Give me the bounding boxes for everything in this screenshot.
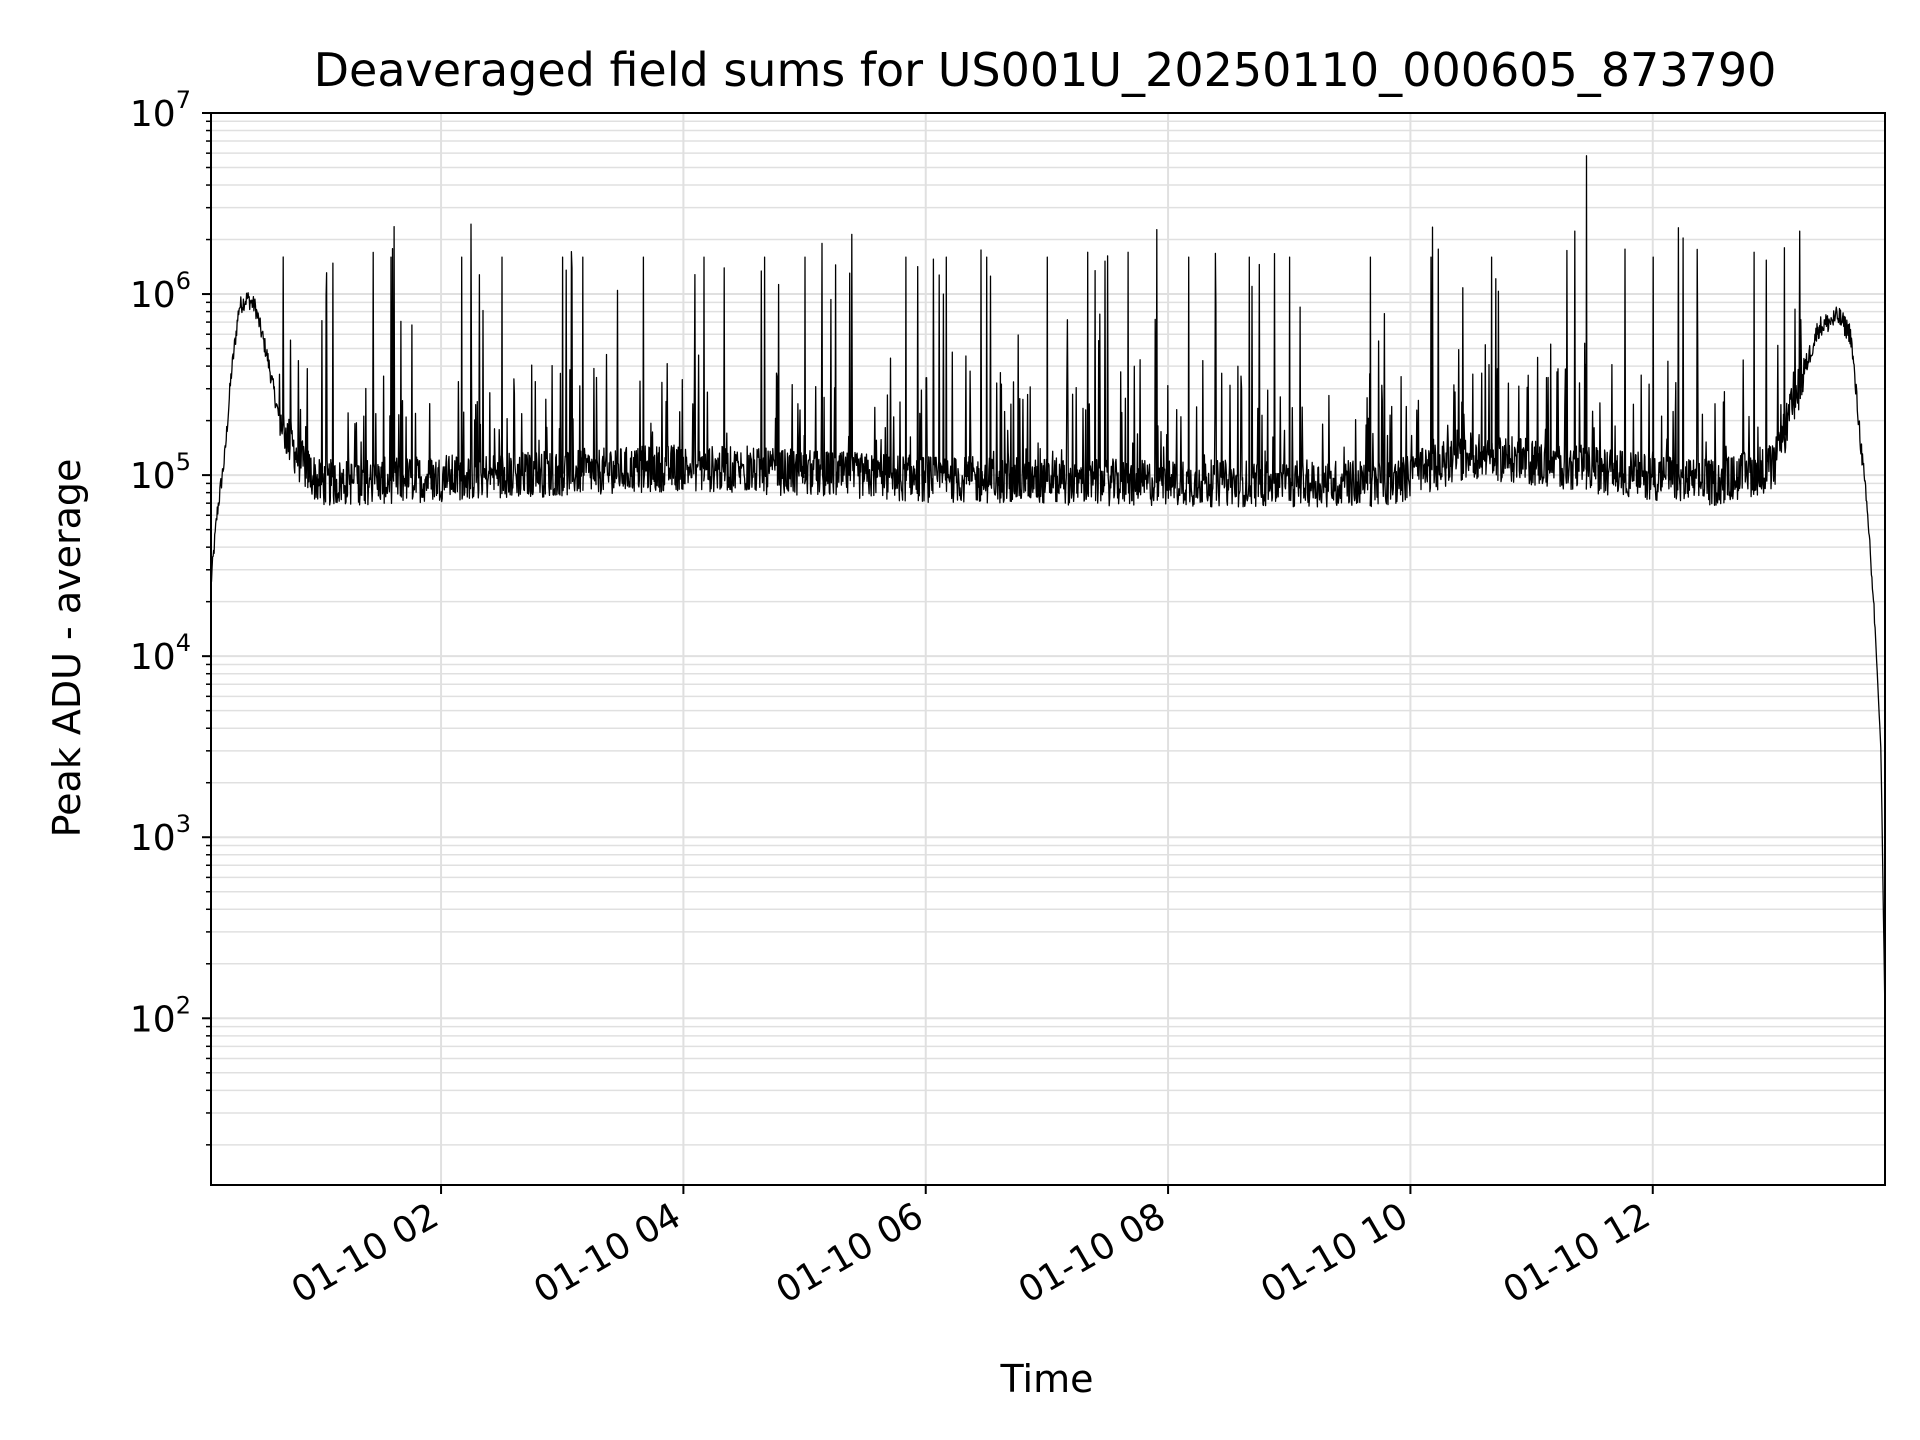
y-axis-label: Peak ADU - average — [45, 459, 89, 838]
chart-title: Deaveraged field sums for US001U_2025011… — [314, 43, 1777, 97]
y-tick-label: 103 — [130, 810, 191, 859]
y-tick-label: 104 — [130, 629, 191, 678]
x-tick-label: 01-10 04 — [527, 1195, 688, 1311]
x-tick-label: 01-10 12 — [1497, 1195, 1658, 1311]
series-line — [210, 155, 1886, 1019]
grid-layer — [211, 112, 1885, 1185]
x-tick-label: 01-10 02 — [285, 1195, 446, 1311]
x-tick-label: 01-10 10 — [1254, 1195, 1415, 1311]
y-tick-label: 107 — [130, 86, 191, 135]
series-layer — [210, 155, 1886, 1185]
y-tick-label: 102 — [130, 991, 191, 1040]
tick-layer: 102 103 104 105 106 107 01-10 02 01-10 04 01-10 … — [130, 86, 1657, 1312]
y-tick-label: 105 — [130, 448, 191, 497]
plot-frame — [210, 112, 1886, 1186]
x-axis-label: Time — [1000, 1357, 1094, 1401]
x-tick-label: 01-10 06 — [770, 1195, 931, 1311]
x-tick-label: 01-10 08 — [1012, 1195, 1173, 1311]
y-tick-label: 106 — [130, 267, 191, 316]
